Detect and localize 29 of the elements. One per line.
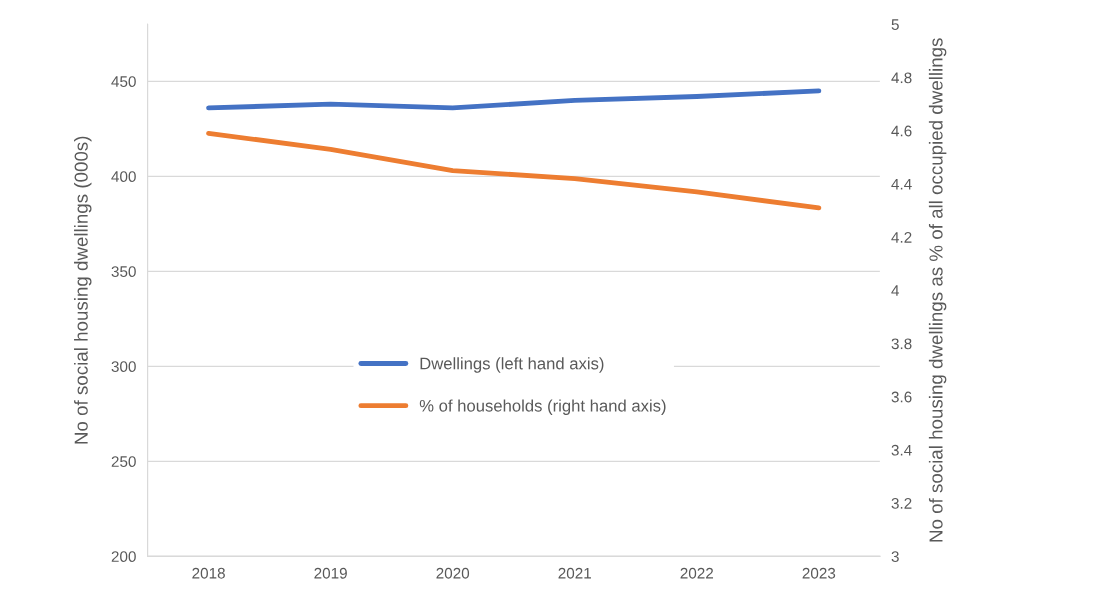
y-tick-label: 300 xyxy=(111,361,136,373)
x-tick-label: 2020 xyxy=(436,567,470,579)
legend-label: % of households (right hand axis) xyxy=(419,399,666,415)
y-tick-label: 450 xyxy=(111,76,136,88)
y2-tick-label: 3.8 xyxy=(891,338,912,350)
x-tick-label: 2022 xyxy=(680,567,714,579)
y2-tick-label: 4.2 xyxy=(891,231,912,243)
y2-tick-label: 4.6 xyxy=(891,125,912,137)
y2-tick-label: 3.4 xyxy=(891,444,912,456)
y2-tick-label: 3 xyxy=(891,551,899,563)
x-tick-label: 2021 xyxy=(558,567,591,579)
y2-tick-label: 5 xyxy=(891,19,899,31)
y-tick-label: 350 xyxy=(111,266,136,278)
y-tick-label: 200 xyxy=(111,551,136,563)
y-tick-label: 250 xyxy=(111,456,136,468)
y2-tick-label: 3.6 xyxy=(891,391,912,403)
y2-axis-title: No of social housing dwellings as % of all occupied dwellings xyxy=(928,38,947,542)
line-series xyxy=(206,88,822,111)
y-axis-title: No of social housing dwellings (000s) xyxy=(74,136,92,444)
y-tick-label: 400 xyxy=(111,171,136,183)
y2-tick-label: 4.4 xyxy=(891,178,912,190)
y2-tick-label: 4 xyxy=(891,285,900,296)
x-tick-label: 2019 xyxy=(314,567,347,579)
legend-label: Dwellings (left hand axis) xyxy=(420,357,604,373)
x-tick-label: 2023 xyxy=(802,567,836,579)
x-tick-label: 2018 xyxy=(192,567,225,579)
line-series xyxy=(206,130,822,211)
y2-tick-label: 3.2 xyxy=(891,497,912,509)
y2-tick-label: 4.8 xyxy=(891,72,912,84)
